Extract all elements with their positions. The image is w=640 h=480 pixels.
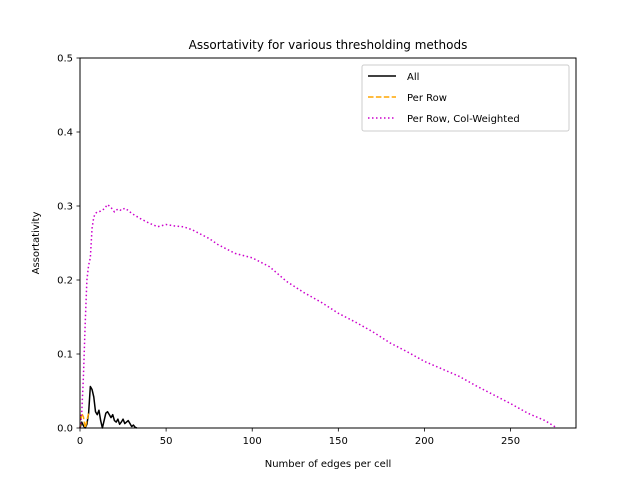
x-tick-label: 50 xyxy=(160,436,173,447)
legend-label-per-row: Per Row xyxy=(407,93,447,104)
y-tick-label: 0.0 xyxy=(57,424,73,435)
legend: All Per Row Per Row, Col-Weighted xyxy=(361,64,570,132)
y-tick-label: 0.2 xyxy=(57,276,73,287)
series-line-all xyxy=(79,385,138,429)
x-tick-label: 100 xyxy=(243,436,262,447)
y-tick-label: 0.1 xyxy=(57,350,73,361)
chart-title: Assortativity for various thresholding m… xyxy=(189,38,468,52)
x-tick-label: 0 xyxy=(77,436,83,447)
legend-label-per-row-col-weighted: Per Row, Col-Weighted xyxy=(407,114,520,125)
legend-box xyxy=(361,64,570,132)
plot-frame xyxy=(79,57,577,429)
x-tick-label: 250 xyxy=(501,436,520,447)
legend-label-all: All xyxy=(407,72,419,83)
y-tick-label: 0.4 xyxy=(57,128,73,139)
y-tick-label: 0.5 xyxy=(57,54,73,65)
y-axis-ticks: 0.0 0.1 0.2 0.3 0.4 0.5 xyxy=(57,54,80,435)
y-tick-label: 0.3 xyxy=(57,202,73,213)
x-tick-label: 150 xyxy=(329,436,348,447)
plot-series xyxy=(79,203,558,429)
x-tick-label: 200 xyxy=(415,436,434,447)
y-axis-label: Assortativity xyxy=(31,212,42,275)
x-axis-ticks: 0 50 100 150 200 250 xyxy=(77,428,520,447)
x-axis-label: Number of edges per cell xyxy=(265,459,392,470)
series-line-per-row-col-weighted xyxy=(79,203,558,429)
